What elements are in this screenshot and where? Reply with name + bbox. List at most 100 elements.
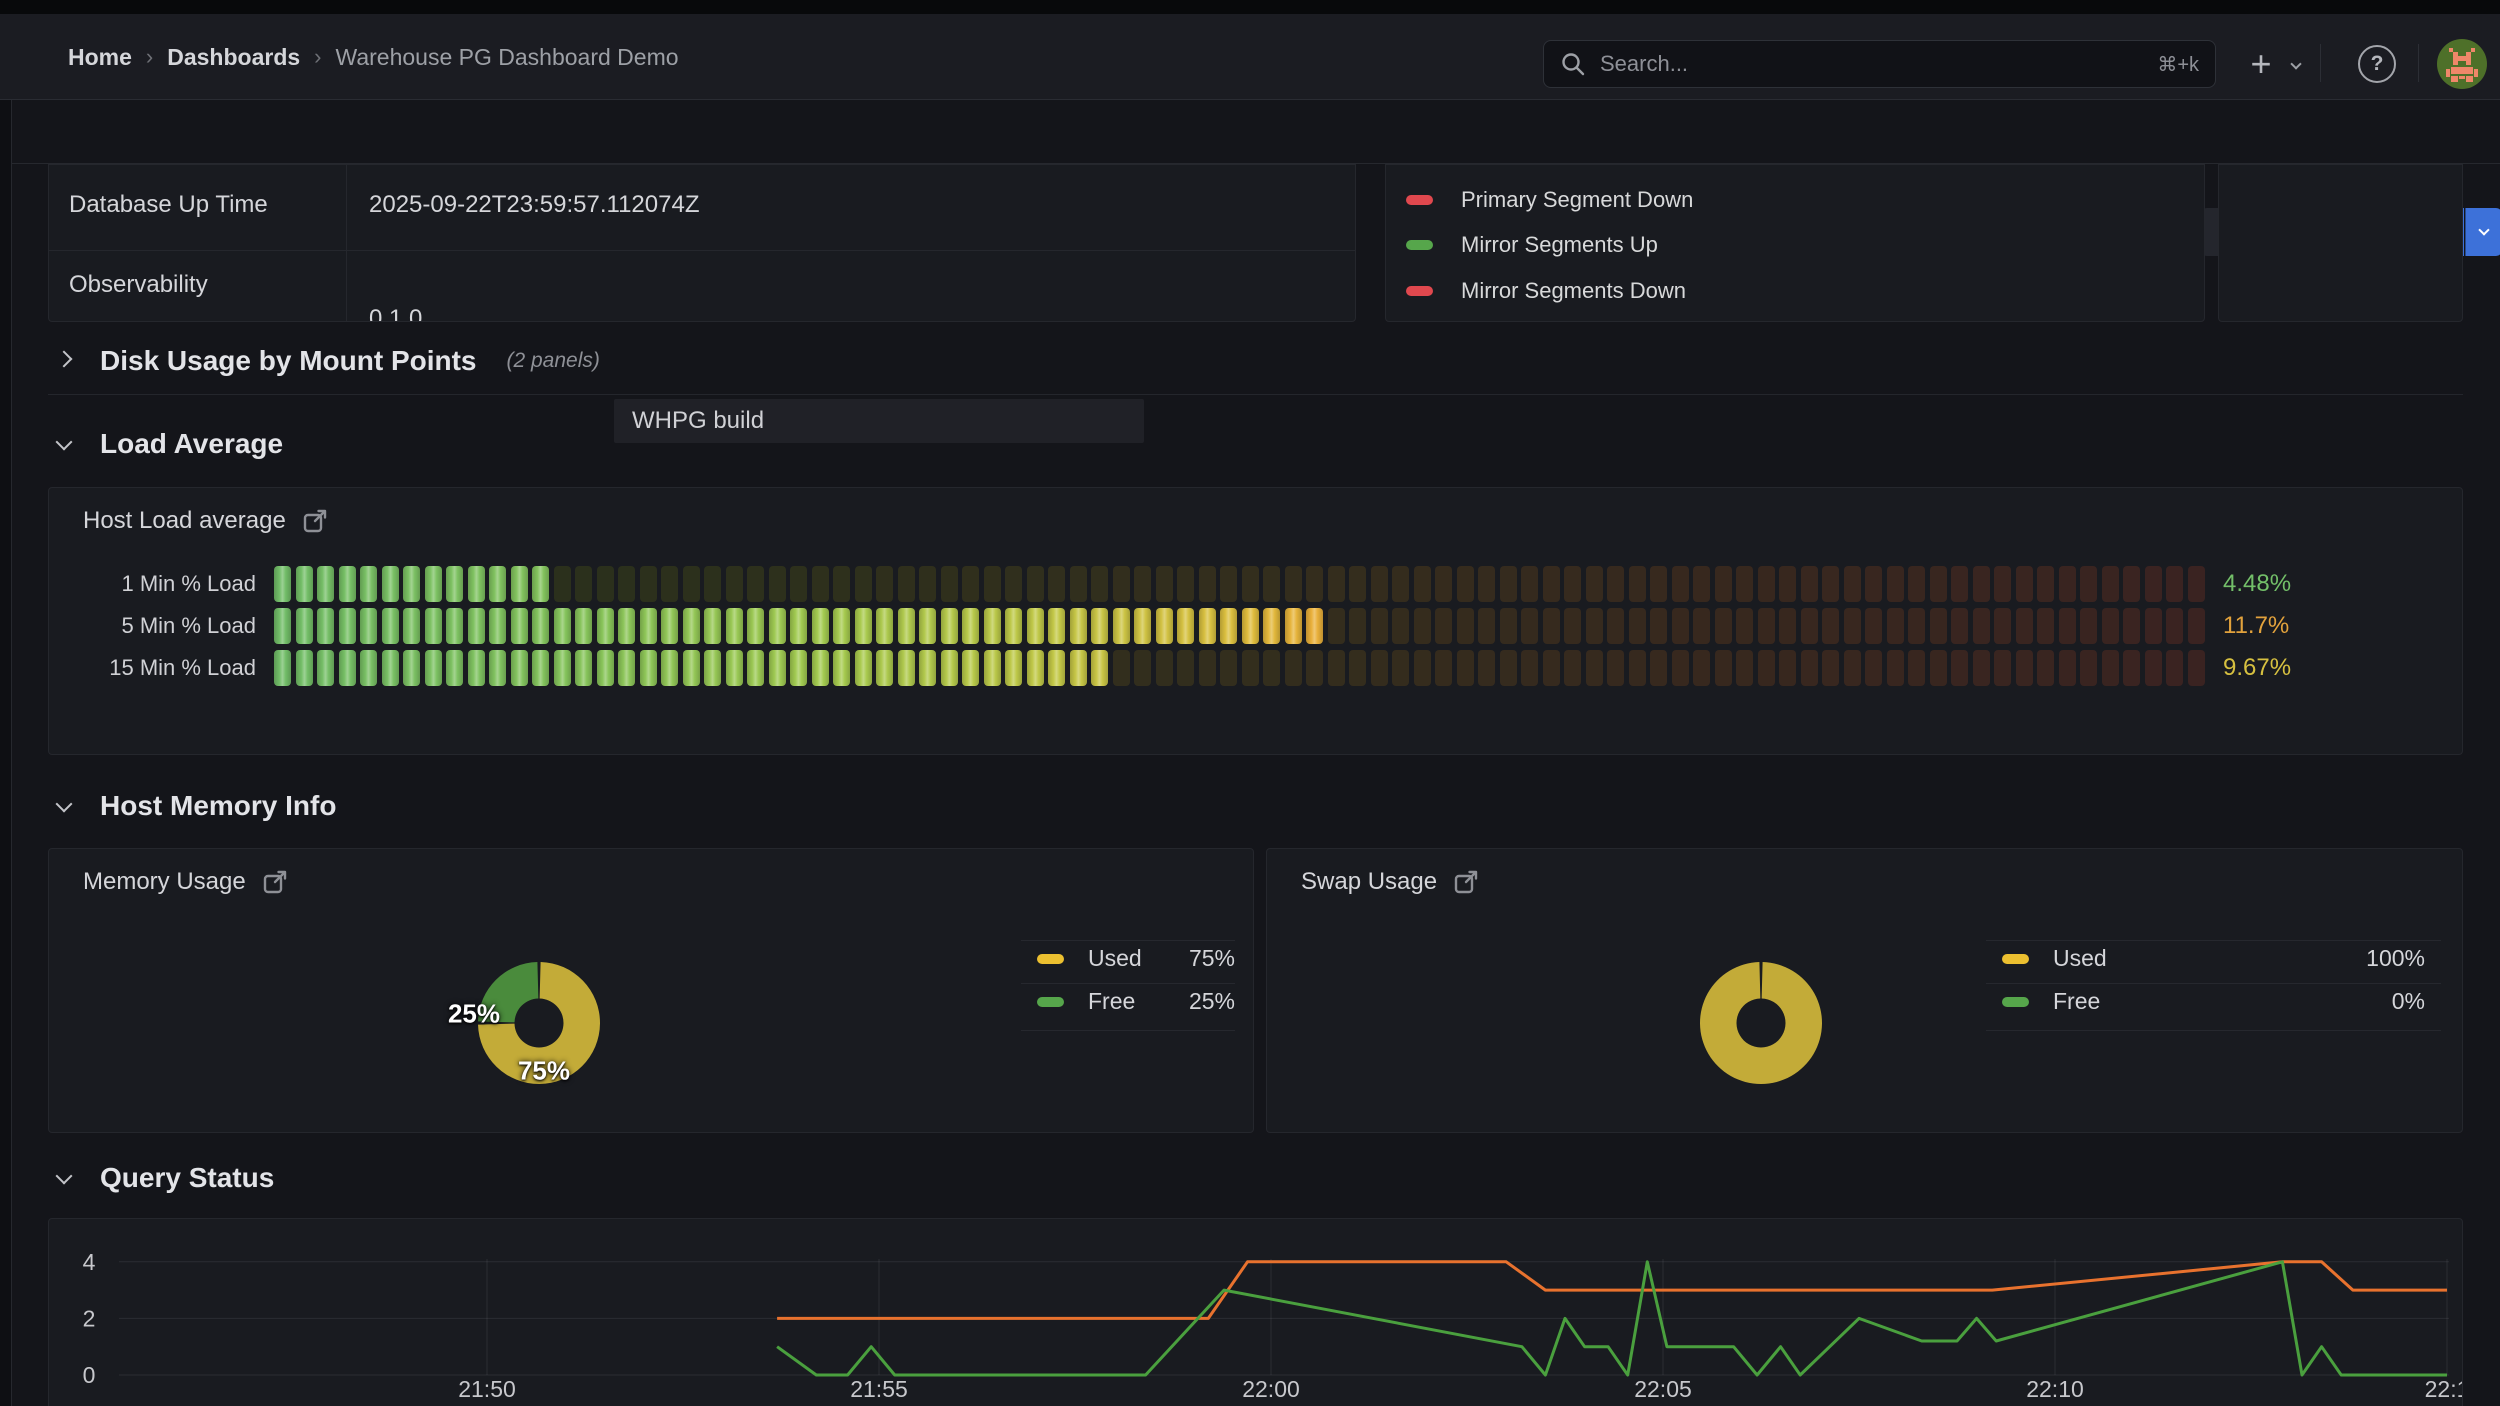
gauge-cell	[1908, 608, 1925, 644]
x-axis-tick-label: 22:1	[2425, 1376, 2463, 1402]
breadcrumb-dashboards[interactable]: Dashboards	[167, 43, 301, 70]
gauge-cell	[1822, 608, 1839, 644]
row-load-average[interactable]: Load Average	[55, 428, 283, 460]
gauge-cell	[1026, 650, 1044, 686]
gauge-cell	[1693, 566, 1710, 602]
gauge-cell	[940, 650, 958, 686]
gauge-cell	[1714, 650, 1732, 686]
gauge-cell	[2015, 608, 2033, 644]
gauge-cell	[962, 566, 979, 602]
panel-title[interactable]: Memory Usage	[83, 868, 288, 896]
gauge-cell	[295, 650, 313, 686]
gauge-cell	[424, 566, 442, 602]
breadcrumb: Home › Dashboards › Warehouse PG Dashboa…	[68, 14, 679, 100]
led-bar-gauge: 1 Min % Load 4.48% 5 Min % Load 11.7% 15 Min…	[79, 566, 2439, 692]
row-disk-usage-by-mount-points[interactable]: Disk Usage by Mount Points (2 panels)	[55, 345, 600, 377]
dashboard-toolbar: Edit Export Share	[12, 100, 2500, 256]
gauge-cell	[274, 608, 291, 644]
breadcrumb-home[interactable]: Home	[68, 43, 132, 70]
gauge-cell	[1220, 650, 1237, 686]
donut-slice-free	[478, 962, 539, 1023]
gauge-cell	[1392, 566, 1409, 602]
x-axis-tick-label: 22:05	[1634, 1376, 1692, 1402]
legend-item-label: Primary Segment Down	[1461, 187, 1694, 212]
external-link-icon[interactable]	[1453, 869, 1479, 895]
gauge-cell	[2187, 566, 2205, 602]
user-avatar[interactable]	[2437, 39, 2487, 89]
table-column-divider	[346, 165, 347, 321]
gauge-cell	[1951, 608, 1968, 644]
gauge-cell	[2058, 566, 2076, 602]
legend-item[interactable]: Mirror Segments Up	[1406, 232, 1658, 258]
gauge-cell	[1542, 608, 1560, 644]
external-link-icon[interactable]	[262, 869, 288, 895]
legend-divider	[1986, 983, 2441, 984]
gauge-cell	[940, 566, 958, 602]
share-dropdown-button[interactable]	[2465, 208, 2500, 256]
gauge-cell	[876, 566, 893, 602]
gauge-cell	[1779, 566, 1796, 602]
gauge-cell	[1327, 608, 1345, 644]
gauge-row-label: 1 Min % Load	[121, 571, 256, 596]
gauge-cell	[446, 566, 463, 602]
row-query-status[interactable]: Query Status	[55, 1162, 274, 1194]
legend-color-pill	[1406, 286, 1433, 296]
gauge-cell	[1220, 566, 1237, 602]
gauge-cell	[553, 566, 571, 602]
gauge-cell	[1499, 650, 1517, 686]
gauge-cell	[1972, 566, 1990, 602]
legend-row-free[interactable]: Free 0%	[2002, 988, 2425, 1015]
gauge-cell	[1048, 566, 1065, 602]
gauge-cell	[1650, 608, 1667, 644]
gauge-cell	[2144, 608, 2162, 644]
gauge-cell	[1693, 650, 1710, 686]
gauge-cell	[1521, 566, 1538, 602]
gauge-cell	[1091, 650, 1108, 686]
legend-item[interactable]: Mirror Segments Down	[1406, 278, 1686, 304]
gauge-cell	[467, 566, 485, 602]
panel-title[interactable]: Swap Usage	[1301, 868, 1479, 896]
search-box[interactable]: ⌘+k	[1543, 40, 2216, 88]
gauge-cell	[1241, 566, 1259, 602]
gauge-cell	[1994, 650, 2011, 686]
legend-row-free[interactable]: Free 25%	[1037, 988, 1235, 1015]
gauge-cell	[876, 608, 893, 644]
gauge-cell	[1370, 608, 1388, 644]
gauge-cell	[553, 650, 571, 686]
gauge-cell	[1005, 650, 1022, 686]
gauge-cell	[1886, 650, 1904, 686]
legend-item[interactable]: Primary Segment Down	[1406, 187, 1693, 213]
gauge-cell	[1284, 566, 1302, 602]
gauge-cell	[962, 608, 979, 644]
add-dropdown-chevron-icon[interactable]	[2284, 40, 2308, 88]
gauge-cell	[639, 566, 657, 602]
gauge-cell	[1005, 566, 1022, 602]
donut-slice-used	[1700, 962, 1822, 1084]
search-shortcut-hint: ⌘+k	[2157, 53, 2199, 76]
gauge-cell	[1069, 566, 1087, 602]
gauge-cell	[510, 608, 528, 644]
gauge-cell	[1456, 650, 1474, 686]
gauge-cell	[1564, 650, 1581, 686]
gauge-cell	[532, 566, 549, 602]
help-icon[interactable]: ?	[2358, 45, 2396, 83]
gauge-cell	[1994, 608, 2011, 644]
gauge-cell	[1542, 566, 1560, 602]
whpg-build-tooltip: WHPG build	[614, 399, 1144, 443]
legend-row-used[interactable]: Used 100%	[2002, 945, 2425, 972]
gauge-cell	[1241, 608, 1259, 644]
search-input[interactable]	[1600, 51, 2158, 77]
panel-title[interactable]: Host Load average	[83, 507, 328, 535]
gauge-cell	[1929, 608, 1947, 644]
row-host-memory-info[interactable]: Host Memory Info	[55, 790, 336, 822]
gauge-row-label: 5 Min % Load	[121, 613, 256, 638]
add-button[interactable]: +	[2250, 43, 2272, 84]
legend-divider	[1986, 940, 2441, 941]
gauge-cell	[833, 566, 850, 602]
legend-row-used[interactable]: Used 75%	[1037, 945, 1235, 972]
external-link-icon[interactable]	[302, 508, 328, 534]
gauge-cell	[2166, 566, 2183, 602]
gauge-cell	[768, 608, 786, 644]
panel-title-text: Memory Usage	[83, 868, 246, 895]
